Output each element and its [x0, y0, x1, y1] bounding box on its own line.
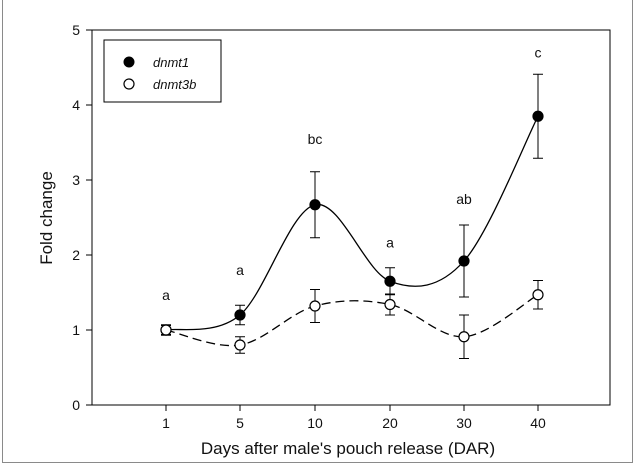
y-tick-label: 5: [72, 22, 80, 38]
significance-label: a: [386, 234, 394, 250]
significance-label: bc: [308, 131, 323, 147]
data-point-dnmt3b: [309, 300, 321, 312]
series-layer: [160, 73, 544, 359]
legend-label-dnmt1: dnmt1: [153, 55, 189, 70]
legend: dnmt1 dnmt3b: [103, 39, 222, 103]
y-tick-label: 0: [72, 397, 80, 413]
significance-label: a: [236, 262, 244, 278]
data-point-dnmt1: [309, 199, 321, 211]
significance-label: a: [162, 287, 170, 303]
x-tick-label: 40: [530, 415, 546, 431]
legend-marker-dnmt3b: [123, 78, 135, 90]
data-point-dnmt3b: [458, 331, 470, 343]
data-point-dnmt3b: [384, 298, 396, 311]
x-axis-title: Days after male's pouch release (DAR): [201, 439, 495, 458]
data-point-dnmt1: [384, 275, 396, 287]
data-point-dnmt3b: [532, 289, 544, 301]
y-axis-title: Fold change: [37, 171, 56, 265]
x-tick-label: 10: [307, 415, 323, 431]
data-point-dnmt1: [234, 309, 246, 321]
significance-label: ab: [456, 191, 472, 207]
plot-area: [91, 29, 611, 406]
y-tick-label: 3: [72, 172, 80, 188]
significance-label: c: [535, 45, 542, 61]
y-tick-label: 2: [72, 247, 80, 263]
y-tick-label: 1: [72, 322, 80, 338]
legend-marker-dnmt1: [123, 56, 135, 68]
series-line-dnmt3b: [165, 294, 539, 347]
data-point-dnmt3b: [234, 339, 246, 351]
x-tick-label: 30: [456, 415, 472, 431]
series-line-dnmt1: [165, 115, 539, 331]
legend-label-dnmt3b: dnmt3b: [153, 77, 196, 92]
data-point-dnmt3b: [160, 324, 172, 336]
legend-box: [103, 39, 222, 103]
x-tick-label: 1: [162, 415, 170, 431]
y-axis: 0 1 2 3 4 5: [72, 22, 92, 413]
x-tick-label: 20: [382, 415, 398, 431]
data-point-dnmt1: [532, 110, 544, 122]
x-tick-label: 5: [236, 415, 244, 431]
y-tick-label: 4: [72, 97, 80, 113]
series-dnmt3b: [160, 280, 544, 359]
x-axis: 1 5 10 20 30 40: [162, 405, 546, 431]
data-point-dnmt1: [458, 255, 470, 267]
series-dnmt1: [160, 73, 544, 336]
